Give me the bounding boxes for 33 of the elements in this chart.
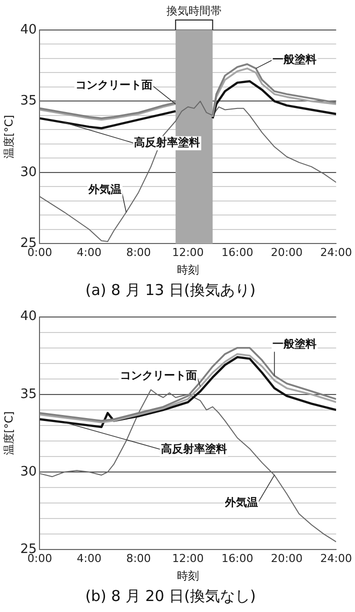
y-axis-title: 温度[°C]: [2, 114, 16, 159]
x-tick-label: 24:00: [320, 246, 352, 260]
y-tick-label: 35: [20, 386, 37, 402]
series-label: 外気温: [87, 183, 122, 196]
text: (a) 8 月 13 日(換気あり): [85, 280, 256, 299]
series-label: コンクリート面: [120, 369, 197, 382]
series-label: 一般塗料: [272, 338, 317, 351]
x-tick-label: 8:00: [126, 552, 151, 566]
x-tick-label: 16:00: [221, 246, 254, 260]
y-tick-label: 40: [20, 22, 37, 38]
x-tick-label: 16:00: [221, 552, 254, 566]
y-tick-label: 40: [20, 309, 37, 324]
y-tick-label: 30: [20, 464, 37, 480]
text: 外気温: [224, 496, 258, 509]
band-label: 換気時間帯: [166, 4, 222, 18]
series-label: コンクリート面: [75, 78, 152, 92]
x-tick-label: 4:00: [76, 246, 102, 260]
x-tick-label: 4:00: [76, 552, 102, 566]
x-axis-title: 時刻: [176, 569, 199, 582]
x-tick-label: 8:00: [126, 246, 151, 260]
x-axis-title: 時刻: [176, 263, 199, 276]
series-label: 一般塗料: [272, 52, 317, 66]
x-tick-label: 20:00: [270, 552, 303, 566]
y-tick-label: 35: [20, 94, 37, 109]
x-tick-label: 12:00: [172, 552, 204, 566]
y-axis-title: 温度[°C]: [2, 411, 16, 456]
x-tick-label: 20:00: [270, 246, 303, 260]
text: 高反射率塗料: [160, 442, 227, 456]
text: (b) 8 月 20 日(換気なし): [85, 586, 256, 605]
x-tick-label: 12:00: [172, 246, 204, 260]
x-tick-label: 24:00: [320, 552, 352, 566]
y-tick-label: 30: [20, 164, 37, 180]
series-label: 高反射率塗料: [134, 136, 200, 150]
